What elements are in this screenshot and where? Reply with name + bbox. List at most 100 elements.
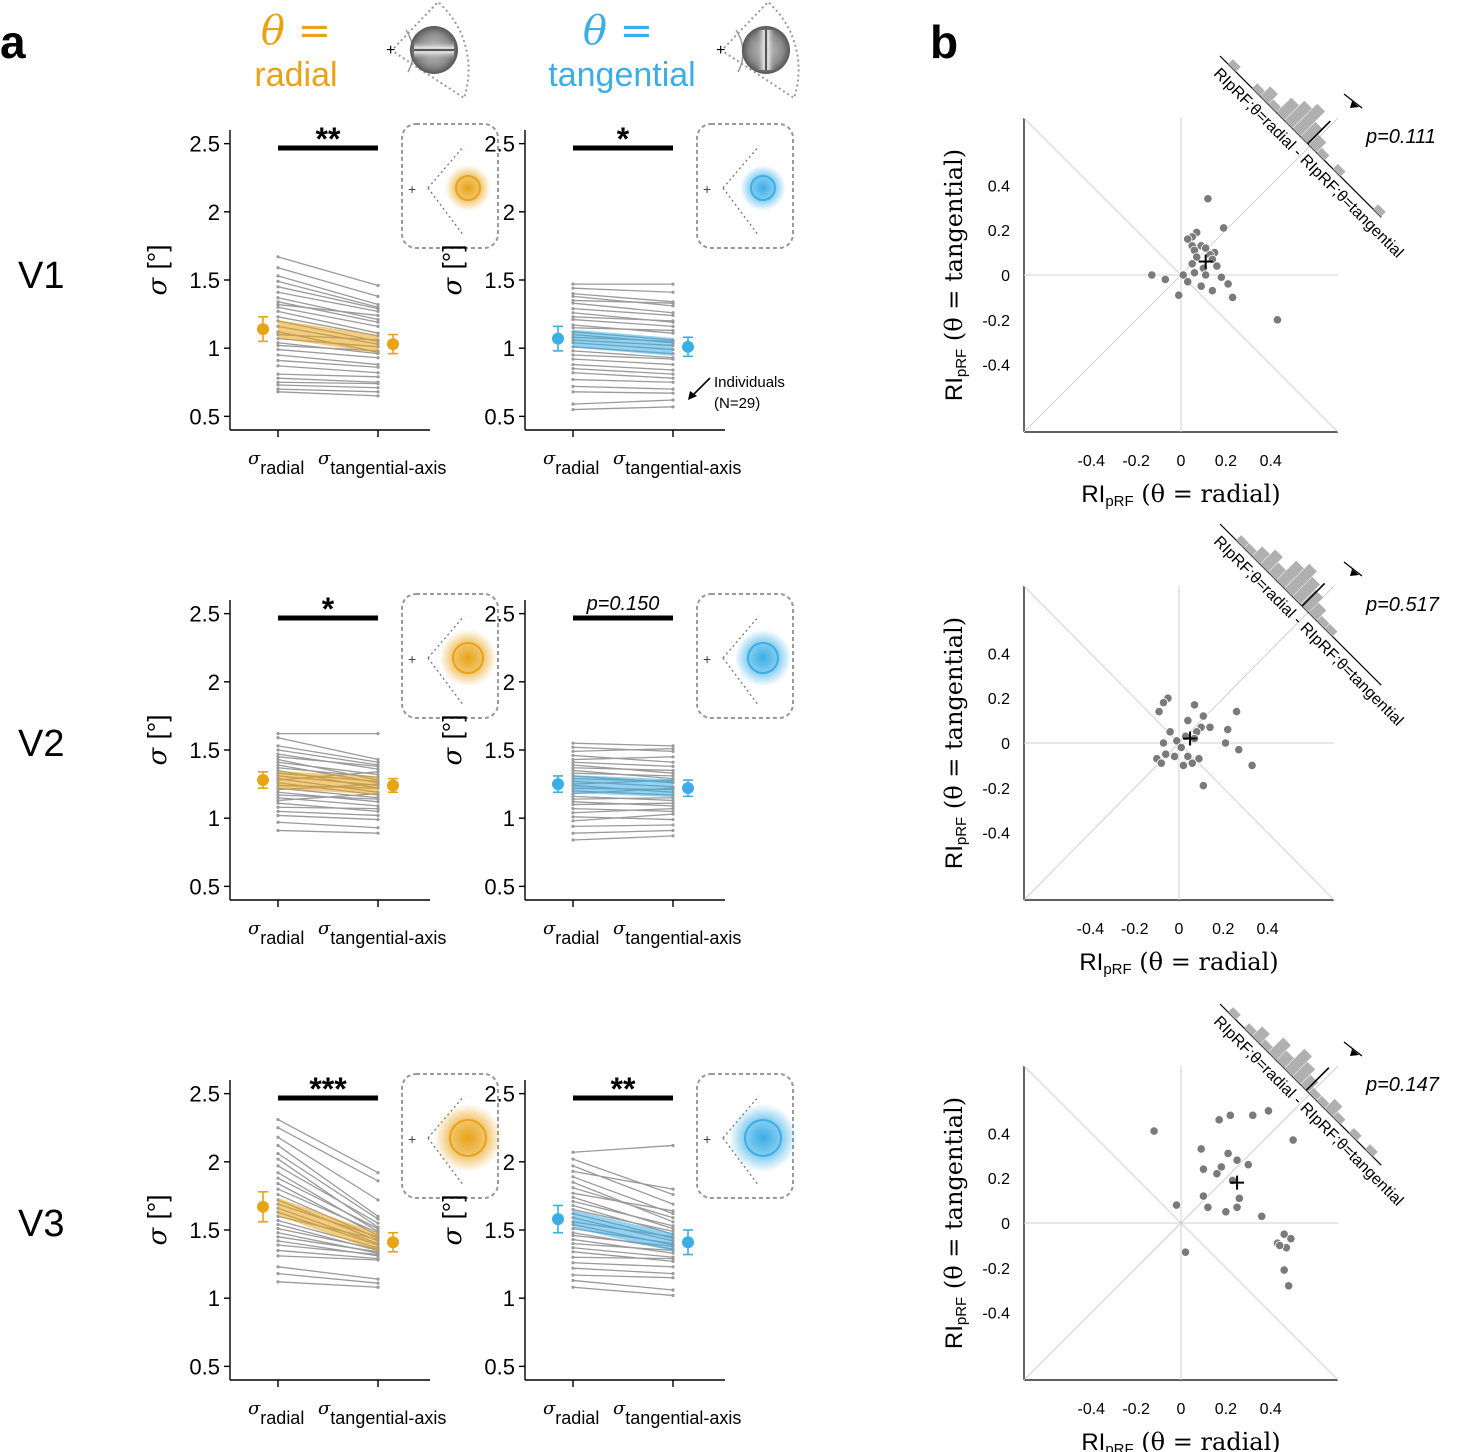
individual-line (572, 1247, 674, 1258)
individual-point-start (276, 255, 280, 259)
mean-point (552, 1213, 564, 1226)
x-tick-label: -0.2 (1122, 1401, 1150, 1418)
individuals-count: (N=29) (714, 395, 760, 412)
individual-line (277, 297, 379, 321)
scatter-point (1160, 274, 1170, 285)
individual-point-start (571, 326, 575, 330)
scatter-point (1165, 727, 1175, 737)
individual-line (277, 1188, 379, 1234)
individual-point-start (276, 358, 280, 363)
individual-line (277, 1281, 379, 1288)
x-tick-label-tangential: σtangential-axis (613, 1398, 741, 1428)
individual-line (572, 406, 674, 411)
individual-point-end (376, 331, 380, 335)
scatter-point (1196, 281, 1206, 291)
individual-point-start (571, 357, 575, 361)
mean-band (573, 1210, 673, 1252)
individual-point-start (276, 1231, 280, 1235)
individual-point-end (671, 809, 675, 813)
histogram-bar (1300, 589, 1324, 613)
individual-line (572, 802, 674, 806)
y-tick-label: 2.5 (484, 132, 515, 157)
individual-point-end (671, 405, 675, 409)
prf-inset-frame (401, 1073, 499, 1199)
prf-inset-frame (696, 1073, 794, 1199)
prf-inset-frame (401, 123, 499, 249)
individual-point-end (671, 760, 675, 764)
individual-point-start (571, 367, 575, 371)
individual-line (572, 378, 674, 383)
individual-point-end (671, 1272, 675, 1276)
x-tick-label: 0.2 (1215, 1401, 1237, 1418)
ci-marker (1350, 1049, 1359, 1056)
histogram-bar (1244, 543, 1257, 556)
individual-point-start (276, 309, 280, 313)
individual-point-end (671, 1187, 675, 1191)
y-axis-label: RIpRF (θ = tangential) (940, 1097, 970, 1349)
scatter-point (1234, 745, 1244, 755)
scatter-point (1223, 1148, 1233, 1159)
individual-point-start (571, 824, 575, 828)
individual-point-start (276, 809, 280, 813)
scatter-point (1207, 286, 1218, 296)
y-tick-label: 1.5 (189, 738, 220, 763)
individual-line (572, 391, 674, 394)
individual-point-start (276, 820, 280, 824)
scatter-point (1203, 194, 1213, 204)
ci-line (1343, 561, 1363, 577)
individual-line (572, 835, 674, 841)
scatter-point (1171, 1200, 1182, 1210)
prf-inset-frame (696, 593, 794, 719)
individual-line (277, 381, 379, 385)
scatter-point (1225, 1110, 1235, 1120)
individual-line (277, 373, 379, 378)
individual-point-start (571, 1266, 575, 1270)
individual-point-start (276, 290, 280, 294)
individual-point-end (671, 1257, 675, 1261)
individual-point-start (571, 753, 575, 758)
individual-line (572, 1144, 674, 1153)
individual-point-end (671, 817, 675, 822)
y-axis-label: σ [°] (142, 1195, 173, 1246)
scatter-point (1243, 1160, 1253, 1170)
individual-point-start (276, 1157, 280, 1161)
y-tick-label: 0.4 (988, 1126, 1010, 1143)
individual-line (572, 829, 674, 834)
histogram-bar (1284, 100, 1312, 129)
individual-point-end (376, 390, 380, 394)
individual-point-end (376, 831, 380, 835)
scatter-point (1279, 1265, 1289, 1275)
tangential-condition-label: tangential (548, 56, 695, 94)
panel-label-b: b (930, 16, 958, 68)
individual-point-start (571, 794, 575, 798)
individual-point-end (671, 823, 675, 827)
x-tick-label-radial: σradial (543, 918, 599, 948)
individual-line (572, 742, 674, 747)
y-tick-label: 1 (208, 1286, 220, 1311)
scatter-point (1203, 1202, 1213, 1212)
y-tick-label: -0.2 (982, 781, 1010, 798)
scatter-point (1183, 715, 1193, 726)
mean-point (552, 332, 564, 345)
individual-point-start (571, 802, 575, 807)
x-tick-label: -0.2 (1122, 453, 1150, 470)
y-axis-label: σ [°] (142, 245, 173, 296)
scatter-point (1154, 706, 1164, 717)
sigma-panel-v3-radial: 0.5 1 1.5 2 2.5 σ [°] σradial σtangential-axis *… (142, 1071, 503, 1428)
individual-point-end (376, 320, 380, 324)
ci-line (1343, 93, 1363, 109)
prf-outline (452, 642, 484, 674)
y-tick-label: 0.2 (988, 691, 1010, 708)
individual-point-start (276, 798, 280, 803)
individual-point-start (571, 797, 575, 801)
individual-point-start (571, 838, 575, 842)
wedge-edge (427, 187, 465, 237)
individual-point-start (276, 380, 280, 384)
individual-line (572, 372, 674, 379)
tangential-theta-label: θ = (583, 8, 653, 54)
mean-point (387, 1236, 399, 1249)
individual-point-start (276, 736, 280, 740)
individual-point-end (671, 804, 675, 808)
histogram-bar (1276, 97, 1299, 121)
histogram-bar (1308, 1087, 1322, 1101)
